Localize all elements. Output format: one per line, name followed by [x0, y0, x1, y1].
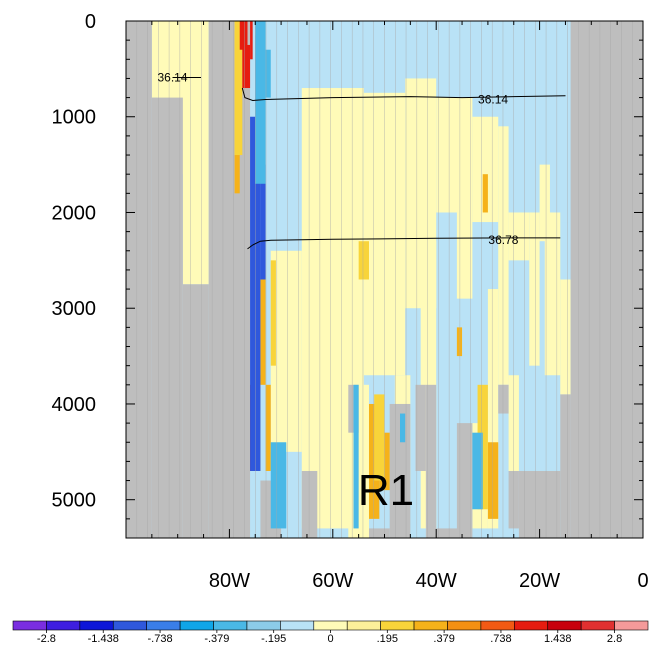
field-cell-red	[239, 21, 248, 50]
y-tick-label: 1000	[52, 107, 97, 129]
colorbar-label: .738	[490, 633, 511, 645]
colorbar-swatch	[79, 620, 114, 631]
field-cell-gray	[208, 21, 251, 538]
isopycnal-contours	[172, 77, 566, 250]
anomaly-field	[126, 21, 643, 538]
colorbar-label: .195	[377, 633, 398, 645]
colorbar-swatch	[146, 620, 181, 631]
colorbar-swatch	[313, 620, 348, 631]
colorbar-swatch	[46, 620, 81, 631]
field-cell-mid-blue	[472, 432, 483, 510]
colorbar-swatch	[514, 620, 549, 631]
y-tick-label: 0	[85, 11, 96, 33]
plot-area	[126, 21, 643, 538]
field-cell-gray	[518, 470, 561, 538]
region-label: R1	[358, 466, 414, 515]
field-cell-gray	[368, 528, 390, 538]
colorbar: -2.8 -1.438 -.738 -.379 -.195 0 .195 .379 .738 1.…	[12, 620, 649, 645]
contour-labels: 36.14 36.14 36.78	[158, 70, 519, 247]
colorbar-swatch	[380, 620, 415, 631]
colorbar-swatch	[12, 620, 47, 631]
colorbar-label: 1.438	[544, 633, 572, 645]
field-cell-gray	[348, 384, 359, 433]
colorbar-label: -.195	[261, 633, 286, 645]
x-tick-label: 40W	[416, 570, 457, 592]
field-cell-orange	[265, 384, 271, 471]
field-cell-mid-blue	[255, 21, 266, 184]
colorbar-swatch	[413, 620, 448, 631]
y-tick-label: 3000	[52, 298, 97, 320]
field-cell-gray	[301, 470, 318, 538]
x-axis: 80W 60W 40W 20W 0	[151, 21, 649, 592]
field-cell-yellow	[560, 279, 571, 395]
colorbar-label: -.379	[204, 633, 229, 645]
y-tick-label: 5000	[52, 490, 97, 512]
field-cell-orange	[487, 442, 499, 519]
field-cell-red	[250, 21, 253, 60]
colorbar-swatch	[614, 620, 649, 631]
field-cell-mid-blue	[353, 384, 359, 529]
field-cell-yellow	[539, 164, 550, 242]
x-tick-label: 60W	[312, 570, 353, 592]
field-cell-mid-blue	[270, 442, 287, 529]
field-cell-red	[242, 44, 251, 89]
field-cell-gray	[425, 384, 437, 538]
field-cell-orange	[482, 174, 488, 213]
colorbar-swatch	[547, 620, 582, 631]
colorbar-label: -1.438	[88, 633, 119, 645]
colorbar-swatch	[480, 620, 515, 631]
contour-label: 36.14	[158, 70, 188, 84]
contour-line	[241, 87, 566, 102]
field-cell-gold	[358, 241, 369, 280]
colorbar-label: 0	[327, 633, 333, 645]
colorbar-swatch	[280, 620, 315, 631]
colorbar-swatch	[346, 620, 381, 631]
field-cell-gold	[374, 394, 385, 481]
field-cell-yellow	[529, 212, 540, 366]
field-cell-gray	[182, 284, 209, 538]
colorbar-label: -2.8	[37, 633, 56, 645]
field-cell-gold	[234, 21, 243, 156]
field-cell-gray	[415, 384, 426, 471]
field-cell-orange	[260, 269, 266, 385]
x-tick-label: 0	[637, 570, 648, 592]
field-cell-gray	[498, 384, 509, 414]
colorbar-swatch	[580, 620, 615, 631]
colorbar-swatch	[112, 620, 147, 631]
contour-line	[247, 237, 561, 250]
field-cell-yellow	[487, 289, 499, 529]
field-cell-gray	[126, 21, 152, 538]
colorbar-label: -.738	[148, 633, 173, 645]
contour-label: 36.14	[478, 93, 508, 107]
field-cell-gray	[151, 97, 183, 538]
colorbar-swatch	[179, 620, 214, 631]
field-cell-dark-blue	[260, 164, 266, 280]
field-cell-mid-blue	[400, 413, 406, 443]
field-cell-gray	[560, 394, 571, 538]
land-grid-lines	[136, 21, 633, 538]
field-cell-yellow	[544, 212, 561, 376]
x-tick-label: 80W	[209, 570, 250, 592]
field-cell-yellow	[182, 21, 209, 285]
field-cell-mid-blue	[265, 49, 271, 98]
field-cell-gray	[456, 423, 473, 538]
field-cell-orange	[456, 327, 463, 357]
y-tick-label: 2000	[52, 202, 97, 224]
x-tick-label: 20W	[519, 570, 560, 592]
field-cell-orange	[368, 403, 380, 519]
colorbar-label: 2.8	[607, 633, 622, 645]
colorbar-swatch	[447, 620, 482, 631]
field-cell-yellow	[498, 126, 509, 385]
y-tick-label: 4000	[52, 394, 97, 416]
contour-label: 36.78	[488, 233, 518, 247]
colorbar-label: .379	[433, 633, 454, 645]
field-cell-gold	[270, 260, 276, 366]
y-axis: 0 1000 2000 3000 4000 5000	[52, 11, 643, 520]
field-cell-yellow	[456, 97, 473, 299]
field-cell-gray	[570, 21, 643, 538]
colorbar-swatch	[246, 620, 281, 631]
colorbar-swatch	[213, 620, 248, 631]
